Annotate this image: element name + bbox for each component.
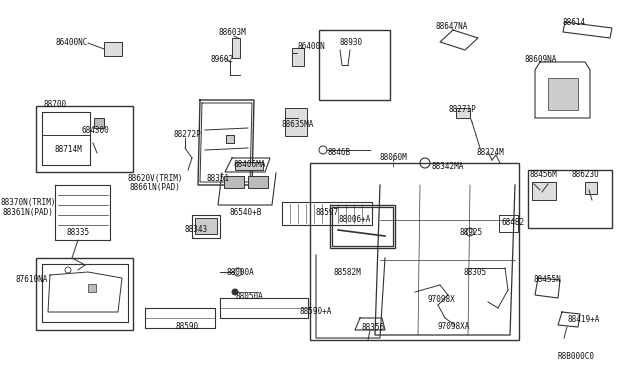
Circle shape [232,289,238,295]
Bar [548,78,578,110]
Bar [104,42,122,56]
Text: 88609NA: 88609NA [525,55,557,64]
Text: 88351: 88351 [207,174,230,183]
Text: 88050A: 88050A [236,292,264,301]
Text: 88635MA: 88635MA [282,120,314,129]
Text: 88925: 88925 [460,228,483,237]
Bar [88,284,96,292]
Bar [532,182,556,200]
Bar [528,170,612,228]
Text: 88456M: 88456M [529,170,557,179]
Text: 88271P: 88271P [448,105,476,114]
Text: 88419+A: 88419+A [567,315,600,324]
Text: 88455N: 88455N [533,275,561,284]
Text: 88342MA: 88342MA [432,162,465,171]
Text: 88343: 88343 [184,225,207,234]
Text: 88000A: 88000A [226,268,254,277]
Bar [248,176,268,188]
Text: 88582M: 88582M [333,268,361,277]
Text: 88930: 88930 [339,38,363,47]
Text: 88714M: 88714M [54,145,82,154]
Text: 88590: 88590 [175,322,198,331]
Text: 88305: 88305 [463,268,486,277]
Text: 88603M: 88603M [218,28,246,37]
Text: 8846B: 8846B [328,148,351,157]
Text: 8866lN(PAD): 8866lN(PAD) [129,183,180,192]
Text: 88647NA: 88647NA [436,22,468,31]
Text: 88361N(PAD): 88361N(PAD) [3,208,53,217]
Bar [235,162,263,170]
Bar [36,258,133,330]
Text: 88006+A: 88006+A [339,215,371,224]
Bar [456,108,470,118]
Bar [36,106,133,172]
Text: 86540+B: 86540+B [230,208,262,217]
Text: 88700: 88700 [44,100,67,109]
Bar [94,118,104,128]
Bar [195,218,217,234]
Bar [226,135,234,143]
Text: 68482: 68482 [501,218,524,227]
Text: 88590+A: 88590+A [300,307,332,316]
Text: 684300: 684300 [82,126,109,135]
Bar [224,176,244,188]
Text: 97098X: 97098X [427,295,455,304]
Text: R8B000C0: R8B000C0 [557,352,595,361]
Bar [285,108,307,136]
Text: 88060M: 88060M [379,153,407,162]
Bar [310,163,519,340]
Text: 89602: 89602 [211,55,234,64]
Text: 88272P: 88272P [173,130,201,139]
Bar [292,48,304,66]
Text: 97098XA: 97098XA [438,322,470,331]
Text: 88356: 88356 [362,323,385,332]
Text: 88623U: 88623U [571,170,599,179]
Text: 88620V(TRIM): 88620V(TRIM) [127,174,183,183]
Text: 86400N: 86400N [297,42,324,51]
Text: 88406MA: 88406MA [234,160,266,169]
Text: 87610NA: 87610NA [16,275,48,284]
Text: 88614: 88614 [563,18,586,27]
Text: 86400NC: 86400NC [56,38,88,47]
Bar [232,38,240,58]
Text: 88335: 88335 [67,228,90,237]
Bar [585,182,597,194]
Text: 88597: 88597 [316,208,339,217]
Bar [330,205,395,248]
Text: 88224M: 88224M [476,148,504,157]
Bar [319,30,390,100]
Text: 88370N(TRIM): 88370N(TRIM) [0,198,56,207]
